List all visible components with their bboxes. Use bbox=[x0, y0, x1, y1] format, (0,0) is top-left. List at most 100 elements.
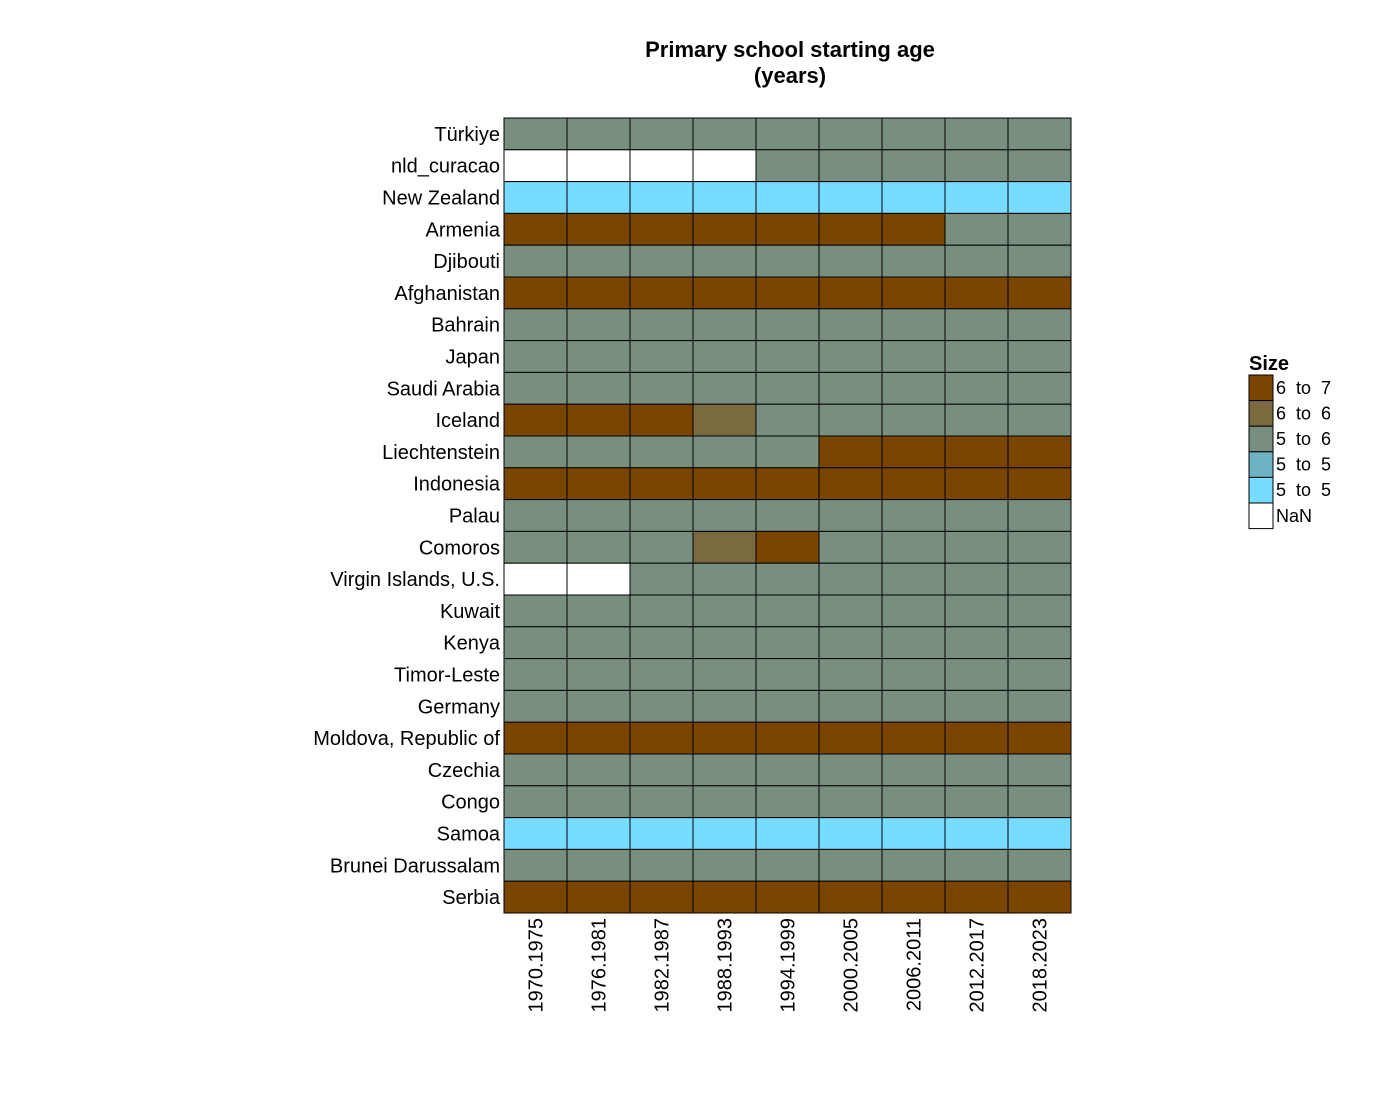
heatmap-cell bbox=[566, 340, 631, 373]
heatmap-cell bbox=[944, 117, 1009, 151]
heatmap-cell bbox=[944, 308, 1009, 342]
chart-title-line-2: (years) bbox=[754, 63, 826, 88]
heatmap-cell bbox=[566, 117, 631, 151]
heatmap-cell bbox=[944, 753, 1009, 787]
legend-label: 6 to 7 bbox=[1276, 378, 1331, 398]
y-axis-label: Serbia bbox=[442, 887, 501, 909]
heatmap-cell bbox=[566, 244, 631, 278]
heatmap-cell bbox=[629, 880, 694, 914]
heatmap-cell bbox=[503, 467, 568, 501]
y-axis-label: Virgin Islands, U.S. bbox=[330, 569, 500, 591]
heatmap-cell bbox=[755, 817, 820, 850]
heatmap-cell bbox=[503, 753, 568, 787]
heatmap-cell bbox=[818, 244, 883, 278]
heatmap-cell bbox=[818, 626, 883, 660]
heatmap-cell bbox=[692, 785, 757, 819]
y-axis-label: Djibouti bbox=[433, 251, 500, 273]
heatmap-cell bbox=[944, 880, 1009, 914]
y-axis-label: Japan bbox=[446, 347, 501, 369]
heatmap-cell bbox=[692, 308, 757, 342]
x-axis-label: 1970.1975 bbox=[526, 918, 548, 1013]
heatmap-cell bbox=[818, 308, 883, 342]
heatmap-cell bbox=[1007, 785, 1072, 819]
heatmap-cell bbox=[818, 403, 883, 437]
heatmap-cell bbox=[818, 149, 883, 183]
heatmap-cell bbox=[944, 371, 1009, 405]
heatmap-cell bbox=[503, 658, 568, 691]
heatmap-cell bbox=[692, 181, 757, 214]
y-axis-label: Kenya bbox=[443, 633, 501, 655]
heatmap-cell bbox=[818, 499, 883, 532]
heatmap-cell bbox=[881, 308, 946, 342]
heatmap-cell bbox=[629, 785, 694, 819]
y-axis-labels: Türkiye nld_curacao New Zealand Armenia Djib… bbox=[313, 124, 501, 909]
heatmap-cell bbox=[1007, 149, 1072, 183]
heatmap-cell bbox=[881, 753, 946, 787]
heatmap-cell bbox=[755, 562, 820, 596]
heatmap-cell bbox=[755, 340, 820, 373]
heatmap-cell bbox=[944, 212, 1009, 246]
y-axis-label: Germany bbox=[418, 696, 500, 718]
x-axis-label: 1988.1993 bbox=[715, 918, 737, 1013]
heatmap-cell bbox=[566, 562, 631, 596]
heatmap-cell bbox=[1007, 721, 1072, 755]
heatmap-cell bbox=[692, 689, 757, 723]
heatmap-cell bbox=[503, 308, 568, 342]
y-axis-label: Armenia bbox=[426, 219, 501, 241]
heatmap-cell bbox=[1007, 562, 1072, 596]
heatmap-cell bbox=[944, 817, 1009, 850]
heatmap-cell bbox=[755, 467, 820, 501]
heatmap-cell bbox=[881, 817, 946, 850]
heatmap-cell bbox=[881, 403, 946, 437]
heatmap-cell bbox=[881, 689, 946, 723]
x-axis-label: 2000.2005 bbox=[841, 918, 863, 1013]
heatmap-cell bbox=[755, 181, 820, 214]
heatmap-cell bbox=[944, 689, 1009, 723]
y-axis-label: Brunei Darussalam bbox=[330, 855, 500, 877]
heatmap-cell bbox=[818, 276, 883, 310]
heatmap-cell bbox=[818, 848, 883, 882]
heatmap-cell bbox=[881, 785, 946, 819]
heatmap-cell bbox=[755, 785, 820, 819]
heatmap-cell bbox=[1007, 499, 1072, 532]
heatmap-cell bbox=[944, 594, 1009, 628]
heatmap-cell bbox=[692, 848, 757, 882]
heatmap-cell bbox=[881, 658, 946, 691]
heatmap-cell bbox=[566, 308, 631, 342]
heatmap-cell bbox=[944, 276, 1009, 310]
heatmap-cell bbox=[944, 848, 1009, 882]
heatmap-cell bbox=[944, 530, 1009, 564]
heatmap-cell bbox=[503, 530, 568, 564]
heatmap-cell bbox=[566, 658, 631, 691]
heatmap-cell bbox=[566, 212, 631, 246]
heatmap-cell bbox=[818, 117, 883, 151]
heatmap-cell bbox=[566, 435, 631, 469]
heatmap-cell bbox=[503, 721, 568, 755]
heatmap-cell bbox=[881, 530, 946, 564]
x-axis-labels: 1970.1975 1976.1981 1982.1987 1988.1993 1994… bbox=[526, 918, 1052, 1013]
heatmap-cell bbox=[881, 499, 946, 532]
heatmap-cell bbox=[755, 212, 820, 246]
heatmap-cell bbox=[629, 212, 694, 246]
legend-swatch bbox=[1248, 476, 1274, 504]
heatmap-cell bbox=[503, 594, 568, 628]
heatmap-cell bbox=[629, 276, 694, 310]
heatmap-cell bbox=[1007, 689, 1072, 723]
x-axis-label: 1976.1981 bbox=[589, 918, 611, 1013]
y-axis-label: Czechia bbox=[428, 760, 501, 782]
heatmap-cell bbox=[692, 403, 757, 437]
legend-swatch bbox=[1248, 374, 1274, 402]
heatmap-cell bbox=[692, 276, 757, 310]
heatmap-cell bbox=[1007, 308, 1072, 342]
heatmap-cell bbox=[881, 212, 946, 246]
chart-title: Primary school starting age (years) bbox=[645, 37, 935, 88]
heatmap-cell bbox=[881, 276, 946, 310]
heatmap-cell bbox=[818, 530, 883, 564]
heatmap-cell bbox=[503, 212, 568, 246]
y-axis-label: Iceland bbox=[436, 410, 501, 432]
heatmap-cell bbox=[566, 626, 631, 660]
heatmap-cell bbox=[566, 753, 631, 787]
heatmap-cell bbox=[1007, 880, 1072, 914]
heatmap-cell bbox=[503, 149, 568, 183]
